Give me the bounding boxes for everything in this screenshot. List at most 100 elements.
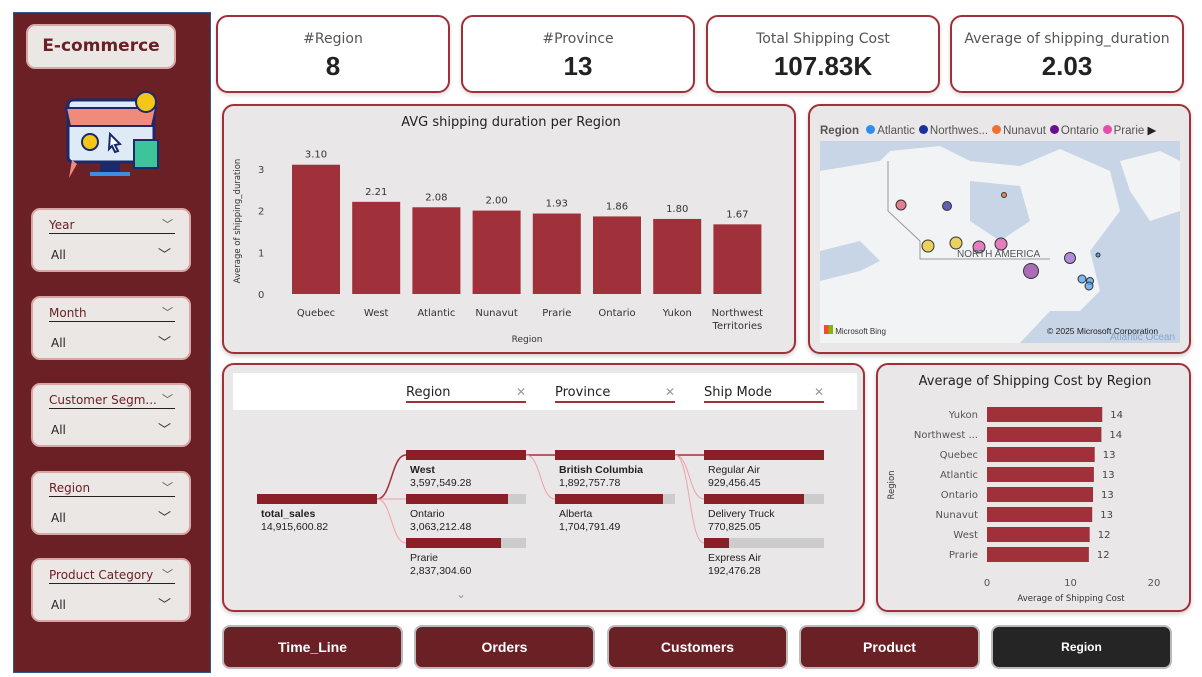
nav-button-region[interactable]: Region xyxy=(991,625,1172,669)
slicer-value[interactable]: All xyxy=(51,511,66,525)
bar[interactable] xyxy=(593,216,641,294)
chevron-down-icon[interactable]: ﹀ xyxy=(157,511,171,526)
legend-item[interactable]: Atlantic xyxy=(866,125,915,137)
data-label: 1.93 xyxy=(546,199,568,210)
slicer-2[interactable]: Customer Segm... ﹀ All ﹀ xyxy=(31,383,191,447)
data-label: 13 xyxy=(1103,450,1116,461)
close-icon[interactable]: ✕ xyxy=(515,385,526,399)
chevron-down-icon[interactable]: ﹀ xyxy=(157,248,171,263)
bar[interactable] xyxy=(987,487,1094,502)
y-tick-label: Northwest ... xyxy=(914,430,978,441)
map-bubble[interactable] xyxy=(1064,252,1076,264)
connector-line xyxy=(674,454,705,500)
close-icon[interactable]: ✕ xyxy=(813,385,824,399)
data-label: 3.10 xyxy=(305,150,327,161)
decomp-node[interactable]: West 3,597,549.28 xyxy=(406,450,526,490)
bar[interactable] xyxy=(987,507,1093,522)
decomp-node[interactable]: Regular Air 929,456.45 xyxy=(704,450,824,490)
node-name: Regular Air xyxy=(708,464,760,476)
map-bubble[interactable] xyxy=(994,237,1008,251)
slicer-value[interactable]: All xyxy=(51,598,66,612)
bar[interactable] xyxy=(653,218,702,294)
map-bubble[interactable] xyxy=(942,201,952,211)
bar[interactable] xyxy=(987,527,1090,542)
node-name: West xyxy=(410,464,435,476)
expand-chevron-down-icon[interactable]: ⌄ xyxy=(456,587,467,601)
nav-button-time_line[interactable]: Time_Line xyxy=(222,625,403,669)
chevron-down-icon[interactable]: ﹀ xyxy=(157,598,171,613)
nav-button-orders[interactable]: Orders xyxy=(414,625,595,669)
chevron-down-icon[interactable]: ﹀ xyxy=(162,306,173,319)
chevron-down-icon[interactable]: ﹀ xyxy=(162,481,173,494)
decomp-node[interactable]: Ontario 3,063,212.48 xyxy=(406,494,526,534)
decomp-level-header[interactable]: Ship Mode ✕ xyxy=(704,385,824,403)
legend-item[interactable]: Prarie xyxy=(1102,125,1145,137)
kpi-title: Average of shipping_duration xyxy=(964,31,1170,47)
map-bubble[interactable] xyxy=(895,199,907,211)
nav-button-customers[interactable]: Customers xyxy=(607,625,788,669)
legend-dot-icon xyxy=(866,125,876,134)
map-bubble[interactable] xyxy=(1001,192,1007,198)
decomp-node[interactable]: Alberta 1,704,791.49 xyxy=(555,494,675,534)
bar[interactable] xyxy=(987,467,1094,482)
bar[interactable] xyxy=(987,447,1095,462)
slicer-value[interactable]: All xyxy=(51,248,66,262)
close-icon[interactable]: ✕ xyxy=(664,385,675,399)
slicer-3[interactable]: Region ﹀ All ﹀ xyxy=(31,471,191,535)
map-bubble[interactable] xyxy=(921,239,935,253)
data-label: 13 xyxy=(1102,470,1115,481)
slicer-value[interactable]: All xyxy=(51,423,66,437)
connector-line xyxy=(674,454,705,544)
slicer-value[interactable]: All xyxy=(51,336,66,350)
ocean-label: Atlantic Ocean xyxy=(1110,332,1176,343)
slicer-1[interactable]: Month ﹀ All ﹀ xyxy=(31,296,191,360)
y-axis-label: Region xyxy=(887,470,897,499)
bar[interactable] xyxy=(472,210,521,294)
decomp-node[interactable]: Delivery Truck 770,825.05 xyxy=(704,494,824,534)
legend-label: Nunavut xyxy=(1003,125,1046,137)
chevron-down-icon[interactable]: ﹀ xyxy=(162,393,173,406)
node-bar xyxy=(406,450,526,460)
legend-item[interactable]: Nunavut xyxy=(992,125,1046,137)
slicer-0[interactable]: Year ﹀ All ﹀ xyxy=(31,208,191,272)
data-label: 14 xyxy=(1110,410,1123,421)
map-bubble[interactable] xyxy=(1077,274,1087,284)
decomp-level-header[interactable]: Province ✕ xyxy=(555,385,675,403)
chevron-down-icon[interactable]: ﹀ xyxy=(157,336,171,351)
bar[interactable] xyxy=(987,427,1102,442)
decomp-node[interactable]: Express Air 192,476.28 xyxy=(704,538,824,578)
nav-button-product[interactable]: Product xyxy=(799,625,980,669)
bar[interactable] xyxy=(292,164,340,294)
slicer-4[interactable]: Product Category ﹀ All ﹀ xyxy=(31,558,191,622)
decomp-root-node[interactable]: total_sales 14,915,600.82 xyxy=(257,494,377,534)
legend-next-arrow-icon[interactable]: ▶ xyxy=(1147,125,1157,137)
map-bubble[interactable] xyxy=(972,240,986,254)
bar[interactable] xyxy=(713,224,762,294)
node-bar xyxy=(555,494,675,504)
legend-item[interactable]: Ontario xyxy=(1049,125,1099,137)
legend-item[interactable]: Northwes... xyxy=(918,125,988,137)
decomp-level-header[interactable]: Region ✕ xyxy=(406,385,526,403)
map-bubble[interactable] xyxy=(1084,281,1094,291)
bar[interactable] xyxy=(412,207,461,294)
decomp-node[interactable]: British Columbia 1,892,757.78 xyxy=(555,450,675,490)
map-bubble[interactable] xyxy=(1023,263,1039,279)
node-bar xyxy=(704,494,824,504)
data-label: 1.80 xyxy=(666,204,688,215)
bar[interactable] xyxy=(352,201,401,294)
map-canvas[interactable] xyxy=(820,141,1180,343)
chevron-down-icon[interactable]: ﹀ xyxy=(157,423,171,438)
kpi-card: Total Shipping Cost 107.83K xyxy=(706,15,940,93)
chevron-down-icon[interactable]: ﹀ xyxy=(162,218,173,231)
map-bubble[interactable] xyxy=(1095,252,1101,258)
decomp-node[interactable]: Prarie 2,837,304.60 xyxy=(406,538,526,578)
legend-dot-icon xyxy=(992,125,1002,134)
map-bubble[interactable] xyxy=(949,236,963,250)
bar[interactable] xyxy=(532,213,581,294)
chevron-down-icon[interactable]: ﹀ xyxy=(162,568,173,581)
legend-label: Prarie xyxy=(1113,125,1145,137)
bar[interactable] xyxy=(987,407,1103,422)
node-bar xyxy=(704,538,824,548)
bar[interactable] xyxy=(987,547,1089,562)
data-label: 1.86 xyxy=(606,201,628,212)
